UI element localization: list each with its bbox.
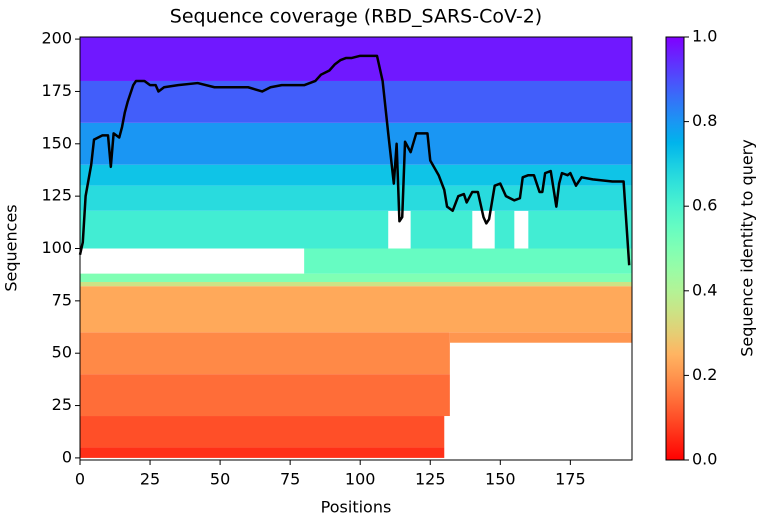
coverage-cell [528, 210, 632, 249]
coverage-cell [80, 447, 445, 458]
coverage-cell [80, 273, 632, 283]
coverage-cell [80, 80, 632, 123]
coverage-cell [80, 164, 632, 186]
colorbar-tick-label: 0.6 [692, 196, 717, 215]
colorbar [665, 36, 685, 461]
coverage-line [78, 54, 631, 266]
coverage-cell [80, 210, 389, 249]
y-tick-label: 0 [62, 447, 72, 466]
y-axis-label: Sequences [2, 204, 21, 291]
coverage-cell [80, 416, 445, 448]
coverage-cell [80, 374, 450, 417]
x-tick-label: 125 [415, 470, 446, 489]
colorbar-tick-label: 0.0 [692, 450, 717, 469]
colorbar-tick-label: 0.4 [692, 280, 717, 299]
coverage-cell [80, 185, 632, 211]
x-tick-label: 75 [280, 470, 300, 489]
x-tick-label: 0 [75, 470, 85, 489]
colorbar-tick-label: 0.8 [692, 111, 717, 130]
y-tick-label: 175 [41, 81, 72, 100]
x-tick-label: 100 [345, 470, 376, 489]
colorbar-label: Sequence identity to query [738, 139, 757, 356]
coverage-cell [80, 286, 632, 333]
x-tick-label: 25 [140, 470, 160, 489]
coverage-cell [80, 122, 632, 165]
coverage-cell [80, 37, 632, 81]
x-tick-label: 175 [555, 470, 586, 489]
y-tick-label: 100 [41, 238, 72, 257]
x-tick-label: 150 [485, 470, 516, 489]
y-tick-label: 50 [52, 343, 72, 362]
coverage-cell [304, 248, 632, 274]
coverage-cell [410, 210, 473, 249]
colorbar-tick-label: 1.0 [692, 27, 717, 46]
colorbar-tick-label: 0.2 [692, 365, 717, 384]
y-tick-label: 200 [41, 29, 72, 48]
x-tick-label: 50 [210, 470, 230, 489]
coverage-cell [449, 332, 632, 343]
chart-title: Sequence coverage (RBD_SARS-CoV-2) [170, 6, 542, 28]
coverage-cell [80, 332, 450, 375]
x-axis-label: Positions [321, 498, 392, 517]
coverage-cell [494, 210, 515, 249]
y-tick-label: 75 [52, 290, 72, 309]
y-tick-label: 25 [52, 395, 72, 414]
y-tick-label: 150 [41, 133, 72, 152]
coverage-cell [80, 282, 632, 287]
y-tick-label: 125 [41, 186, 72, 205]
